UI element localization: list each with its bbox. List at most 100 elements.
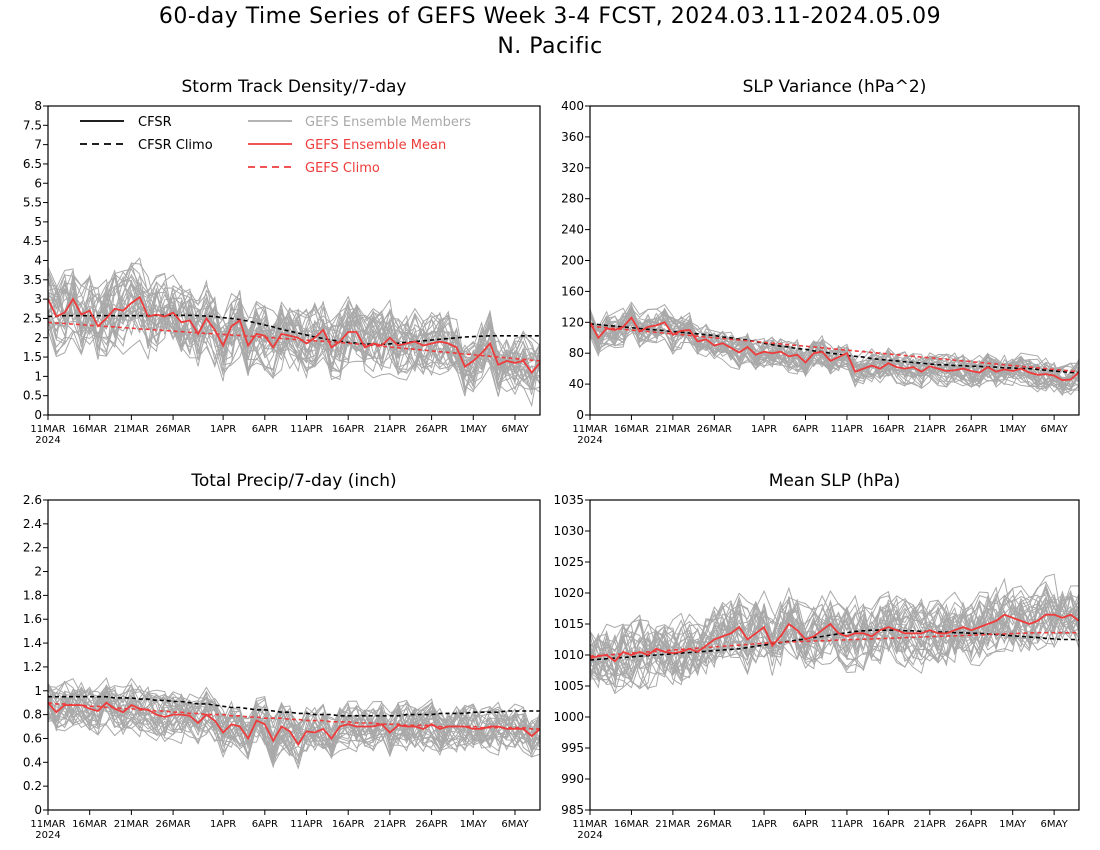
y-tick-label: 1: [34, 369, 42, 383]
y-tick-label: 2.2: [23, 541, 42, 555]
ensemble-member-line: [590, 589, 1079, 694]
ensemble-member-line: [590, 591, 1079, 689]
y-tick-label: 2.5: [23, 311, 42, 325]
x-tick-label: 11MAR: [30, 819, 65, 830]
y-tick-label: 3: [34, 292, 42, 306]
y-tick-label: 4: [34, 254, 42, 268]
series-line-cfsr-climo: [590, 323, 1079, 374]
y-tick-label: 1010: [553, 648, 584, 662]
series-line-gefs-climo: [590, 631, 1079, 657]
y-tick-label: 5.5: [23, 196, 42, 210]
x-tick-label: 21MAR: [655, 424, 690, 435]
x-tick-label: 6APR: [252, 819, 278, 830]
x-tick-year-label: 2024: [577, 830, 602, 841]
x-tick-label: 16APR: [872, 424, 905, 435]
y-tick-label: 8: [34, 99, 42, 113]
x-tick-label: 1APR: [751, 424, 777, 435]
x-tick-label: 11APR: [831, 424, 864, 435]
y-tick-label: 1.4: [23, 636, 42, 650]
ensemble-member-line: [590, 596, 1079, 686]
x-tick-label: 1MAY: [999, 424, 1027, 435]
ensemble-member-line: [48, 281, 540, 384]
x-tick-label: 6MAY: [1041, 424, 1069, 435]
y-tick-label: 1.5: [23, 350, 42, 364]
chart-title: Total Precip/7-day (inch): [190, 471, 396, 491]
ensemble-member-line: [48, 682, 540, 749]
y-tick-label: 985: [561, 803, 584, 817]
ensemble-member-line: [48, 274, 540, 386]
x-tick-label: 6APR: [792, 424, 818, 435]
y-tick-label: 0: [576, 408, 584, 422]
x-tick-label: 16APR: [332, 424, 365, 435]
plot-frame: [589, 499, 1080, 811]
y-tick-label: 1035: [553, 493, 584, 507]
plot-area: [590, 301, 1079, 397]
series-line-gefs-ensemble-mean: [590, 316, 1079, 382]
y-tick-label: 7.5: [23, 118, 42, 132]
y-tick-label: 240: [561, 223, 584, 237]
series-line-gefs-ensemble-mean: [590, 613, 1079, 663]
x-tick-label: 6MAY: [501, 424, 529, 435]
ensemble-member-line: [48, 677, 540, 770]
legend-label: CFSR Climo: [138, 138, 213, 153]
x-tick-label: 1MAY: [460, 819, 488, 830]
plot-frame: [589, 105, 1080, 416]
y-tick-label: 40: [569, 377, 584, 391]
chart-title: SLP Variance (hPa^2): [743, 77, 927, 97]
figure-region-title: N. Pacific: [497, 34, 603, 59]
series-line-gefs-climo: [48, 701, 540, 730]
chart-title: Mean SLP (hPa): [769, 471, 901, 491]
legend-label: GEFS Climo: [305, 161, 380, 176]
x-tick-label: 21APR: [374, 424, 407, 435]
y-tick-label: 995: [561, 741, 584, 755]
y-tick-label: 0.5: [23, 389, 42, 403]
y-tick-label: 2.6: [23, 493, 42, 507]
y-tick-label: 1: [34, 684, 42, 698]
y-tick-label: 7: [34, 138, 42, 152]
series-line-cfsr-climo: [48, 314, 540, 346]
legend-label: GEFS Ensemble Members: [305, 115, 471, 130]
y-tick-label: 6: [34, 176, 42, 190]
ensemble-member-line: [48, 269, 540, 396]
x-tick-label: 26MAR: [156, 819, 191, 830]
y-tick-label: 0.4: [23, 755, 42, 769]
x-tick-label: 6APR: [792, 819, 818, 830]
y-tick-label: 0: [34, 408, 42, 422]
x-tick-label: 6MAY: [1041, 819, 1069, 830]
plot-frame: [47, 105, 541, 416]
y-tick-label: 1000: [553, 710, 584, 724]
ensemble-member-line: [48, 275, 540, 373]
ensemble-member-line: [48, 684, 540, 749]
legend-label: CFSR: [138, 115, 172, 130]
y-tick-label: 1.8: [23, 588, 42, 602]
x-tick-label: 21MAR: [114, 819, 149, 830]
x-tick-label: 26MAR: [697, 424, 732, 435]
legend-label: GEFS Ensemble Mean: [305, 138, 446, 153]
ensemble-member-line: [48, 682, 540, 767]
y-tick-label: 360: [561, 130, 584, 144]
x-tick-label: 1APR: [210, 424, 236, 435]
y-tick-label: 120: [561, 315, 584, 329]
x-tick-label: 16MAR: [72, 424, 107, 435]
y-tick-label: 400: [561, 99, 584, 113]
ensemble-member-line: [590, 599, 1079, 677]
series-line-gefs-climo: [590, 325, 1079, 373]
y-tick-label: 160: [561, 284, 584, 298]
x-tick-label: 16MAR: [72, 819, 107, 830]
ensemble-member-line: [48, 280, 540, 392]
chart-title: Storm Track Density/7-day: [182, 77, 407, 97]
ensemble-member-line: [48, 688, 540, 762]
x-tick-label: 21APR: [374, 819, 407, 830]
y-tick-label: 0.6: [23, 731, 42, 745]
y-tick-label: 1005: [553, 679, 584, 693]
chart-panel-2: SLP Variance (hPa^2) 0 40 80 120 160 200 240 280…: [561, 77, 1080, 446]
y-tick-label: 0.8: [23, 708, 42, 722]
ensemble-member-line: [48, 279, 540, 388]
ensemble-member-line: [48, 274, 540, 408]
x-tick-label: 1MAY: [999, 819, 1027, 830]
ensemble-member-line: [48, 282, 540, 396]
x-tick-label: 16MAR: [614, 424, 649, 435]
x-tick-label: 26APR: [955, 819, 988, 830]
x-tick-label: 26APR: [955, 424, 988, 435]
